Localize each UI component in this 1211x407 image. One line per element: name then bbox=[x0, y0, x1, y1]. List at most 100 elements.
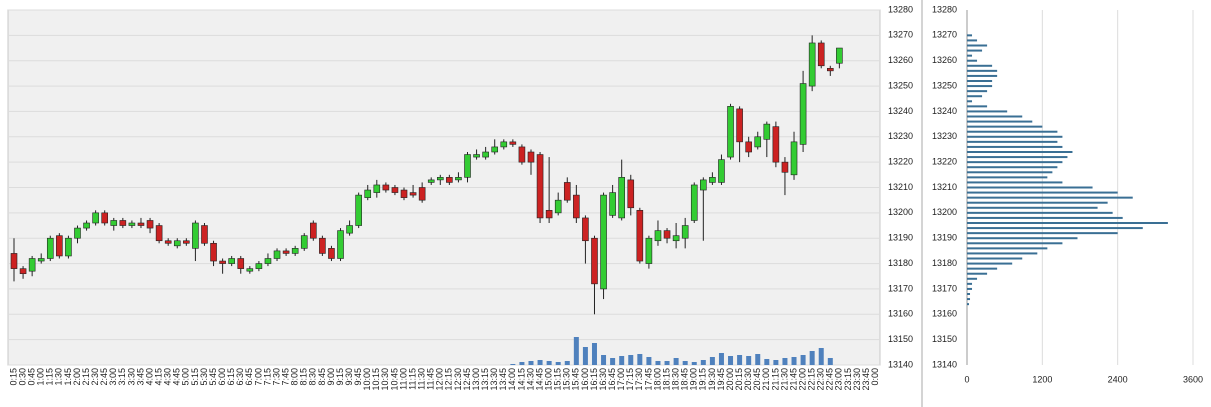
y-tick-label: 13210 bbox=[888, 182, 913, 192]
profile-bar bbox=[967, 59, 978, 62]
y-tick-label: 13250 bbox=[888, 80, 913, 90]
volume-bar bbox=[791, 357, 797, 365]
candle-body bbox=[836, 47, 843, 64]
x-tick-label: 7:30 bbox=[271, 368, 281, 386]
y-tick-label: 13230 bbox=[932, 131, 957, 141]
x-tick-label: 4:00 bbox=[144, 368, 154, 386]
x-tick-label: 1:15 bbox=[45, 368, 55, 386]
x-tick-label: 17:30 bbox=[634, 368, 644, 391]
y-tick-label: 13180 bbox=[932, 258, 957, 268]
volume-bar bbox=[510, 364, 516, 365]
y-tick-label: 13180 bbox=[888, 258, 913, 268]
x-tick-label: 5:15 bbox=[190, 368, 200, 386]
x-tick-label: 8:00 bbox=[290, 368, 300, 386]
candle-body bbox=[46, 237, 54, 259]
volume-bar bbox=[755, 354, 761, 365]
profile-bar bbox=[967, 237, 1078, 240]
volume-bar bbox=[637, 354, 643, 365]
profile-bar bbox=[967, 44, 988, 47]
profile-bar bbox=[967, 201, 1108, 204]
candle-body bbox=[328, 248, 335, 259]
y-tick-label: 13160 bbox=[888, 309, 913, 319]
candle-body bbox=[618, 177, 625, 219]
profile-bar bbox=[967, 135, 1063, 138]
profile-bar bbox=[967, 222, 1168, 224]
profile-bar bbox=[967, 227, 1143, 230]
candle-body bbox=[74, 227, 81, 239]
candle-body bbox=[264, 258, 272, 264]
y-tick-label: 13160 bbox=[932, 309, 957, 319]
x-tick-label: 20:00 bbox=[725, 368, 735, 391]
candle-body bbox=[709, 177, 716, 183]
candle-body bbox=[391, 187, 399, 193]
y-tick-label: 13270 bbox=[932, 30, 957, 40]
candle-body bbox=[509, 141, 517, 145]
candle-body bbox=[282, 250, 290, 254]
candle-body bbox=[817, 42, 825, 67]
y-tick-label: 13140 bbox=[888, 359, 913, 369]
profile-bar bbox=[967, 130, 1058, 133]
profile-bar bbox=[967, 74, 998, 77]
profile-bar bbox=[967, 39, 978, 42]
profile-bar bbox=[967, 125, 1043, 128]
x-tick-label: 10:30 bbox=[380, 368, 390, 391]
x-tick-label: 2:30 bbox=[90, 368, 100, 386]
profile-bar bbox=[967, 272, 988, 275]
x-tick-label: 4:15 bbox=[153, 368, 163, 386]
x-tick-label: 1:45 bbox=[63, 368, 73, 386]
candle-body bbox=[690, 184, 698, 221]
candle-body bbox=[790, 141, 798, 176]
x-tick-label: 3:45 bbox=[135, 368, 145, 386]
candle-body bbox=[455, 177, 462, 181]
candle-body bbox=[164, 240, 172, 244]
x-tick-label: 6:45 bbox=[244, 368, 254, 386]
x-tick-label: 9:15 bbox=[335, 368, 345, 386]
candle-body bbox=[436, 177, 444, 181]
profile-bar bbox=[967, 105, 988, 108]
y-tick-label: 13140 bbox=[932, 359, 957, 369]
volume-bar bbox=[764, 359, 770, 365]
volume-bar bbox=[746, 356, 752, 365]
candle-body bbox=[310, 222, 317, 239]
x-tick-label: 4:45 bbox=[172, 368, 182, 386]
candle-body bbox=[255, 263, 263, 269]
x-tick-label: 11:45 bbox=[426, 368, 436, 390]
x-tick-label: 18:45 bbox=[680, 368, 690, 391]
y-tick-label: 13200 bbox=[932, 207, 957, 217]
candle-body bbox=[37, 258, 45, 262]
x-tick-label: 21:45 bbox=[788, 368, 798, 391]
profile-bar bbox=[967, 151, 1073, 153]
x-tick-label: 18:00 bbox=[652, 368, 662, 391]
x-tick-label: 21:00 bbox=[761, 368, 771, 391]
x-tick-label: 23:45 bbox=[861, 368, 871, 391]
x-tick-label: 19:30 bbox=[707, 368, 717, 391]
x-tick-label: 16:45 bbox=[607, 368, 617, 391]
x-tick-label: 15:15 bbox=[553, 368, 563, 391]
x-tick-label: 8:15 bbox=[299, 368, 309, 386]
volume-bar bbox=[573, 337, 579, 365]
candle-body bbox=[700, 179, 707, 191]
candle-body bbox=[772, 126, 780, 163]
volume-bar bbox=[800, 355, 806, 365]
y-tick-label: 13280 bbox=[932, 4, 957, 14]
volume-bar bbox=[564, 361, 570, 365]
candle-body bbox=[582, 217, 589, 242]
x-tick-label: 10:45 bbox=[389, 368, 399, 391]
volume-bar bbox=[809, 351, 815, 365]
x-tick-label: 19:15 bbox=[698, 368, 708, 391]
profile-bar bbox=[967, 69, 998, 72]
y-tick-label: 13240 bbox=[888, 106, 913, 116]
profile-bar bbox=[967, 120, 1033, 123]
candle-body bbox=[627, 179, 635, 209]
candle-body bbox=[201, 225, 208, 244]
candle-body bbox=[464, 154, 471, 178]
volume-bar bbox=[619, 356, 625, 365]
profile-bar bbox=[967, 100, 973, 103]
candle-body bbox=[681, 225, 689, 239]
candle-body bbox=[754, 136, 762, 148]
volume-bar bbox=[691, 362, 697, 365]
profile-bar bbox=[967, 49, 983, 52]
x-tick-label: 12:45 bbox=[462, 368, 472, 391]
profile-bar bbox=[967, 181, 1063, 184]
